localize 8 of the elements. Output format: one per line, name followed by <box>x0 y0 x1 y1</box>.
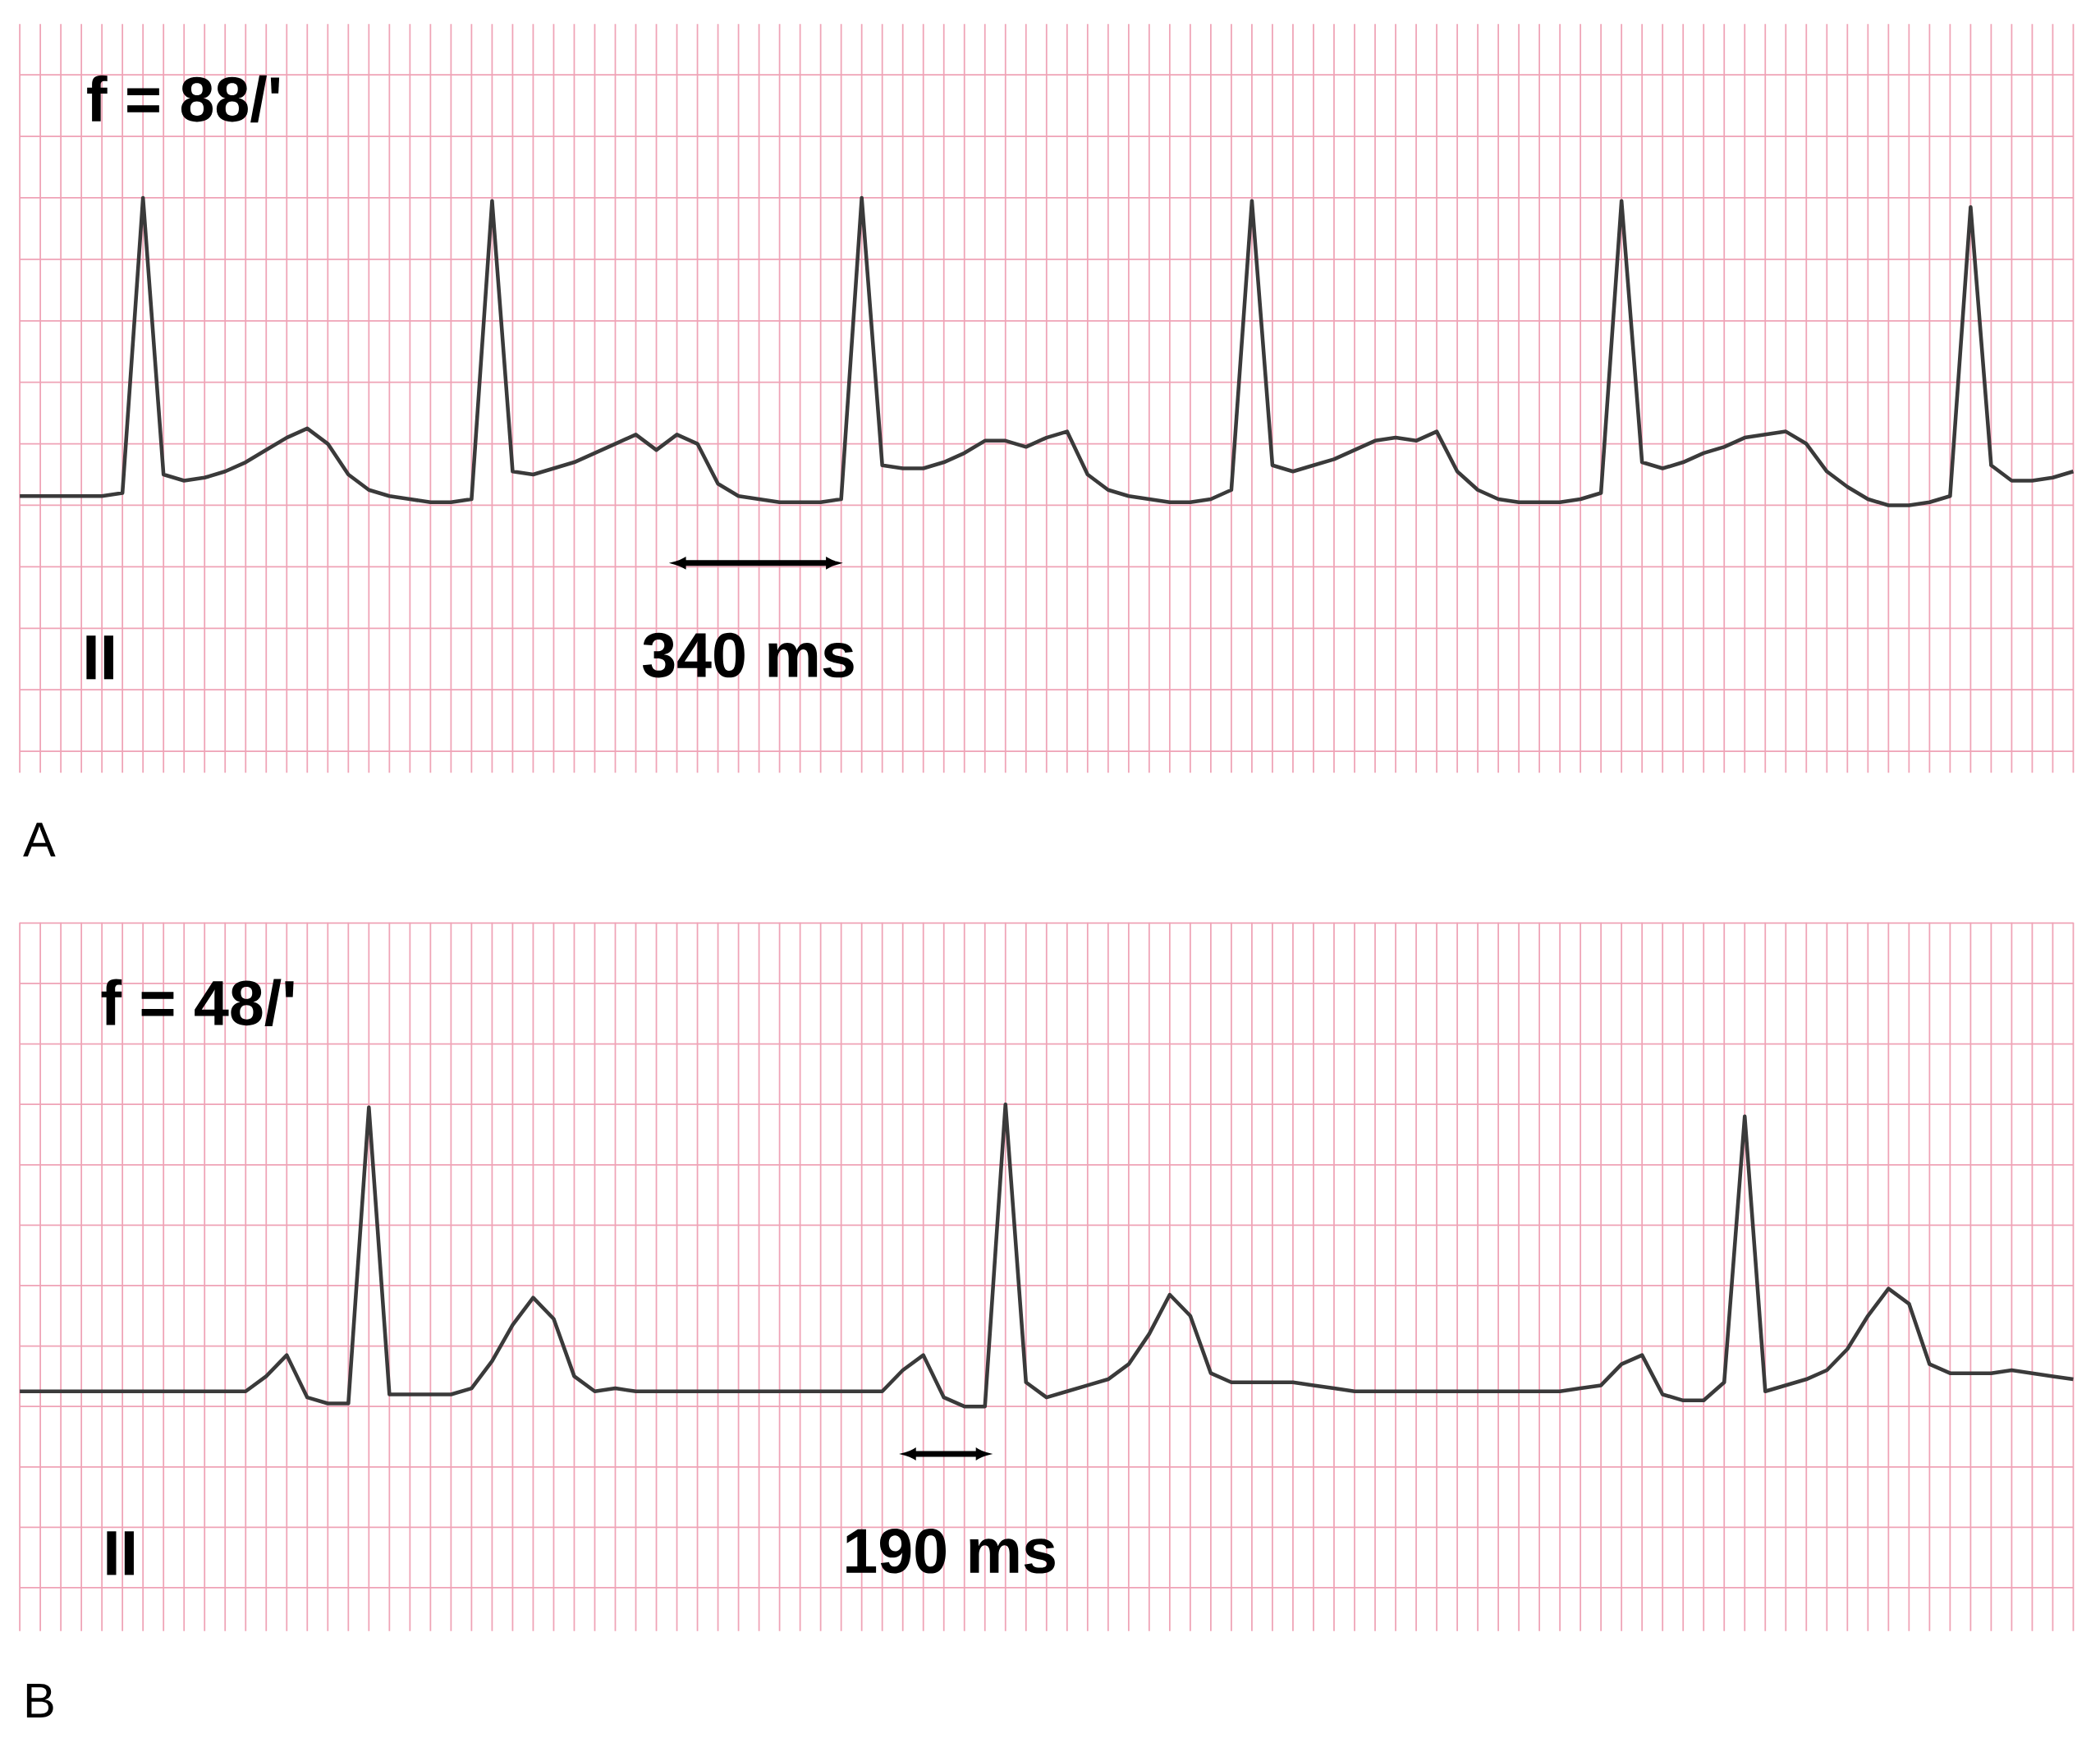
text: B <box>26 1683 53 1717</box>
text: 190 ms <box>846 1528 1055 1574</box>
text: II <box>86 635 113 680</box>
text: f = 48/' <box>101 979 294 1026</box>
text: A <box>23 823 56 857</box>
text: f = 88/' <box>87 75 280 123</box>
text: 340 ms <box>642 632 854 678</box>
text: II <box>107 1531 134 1575</box>
